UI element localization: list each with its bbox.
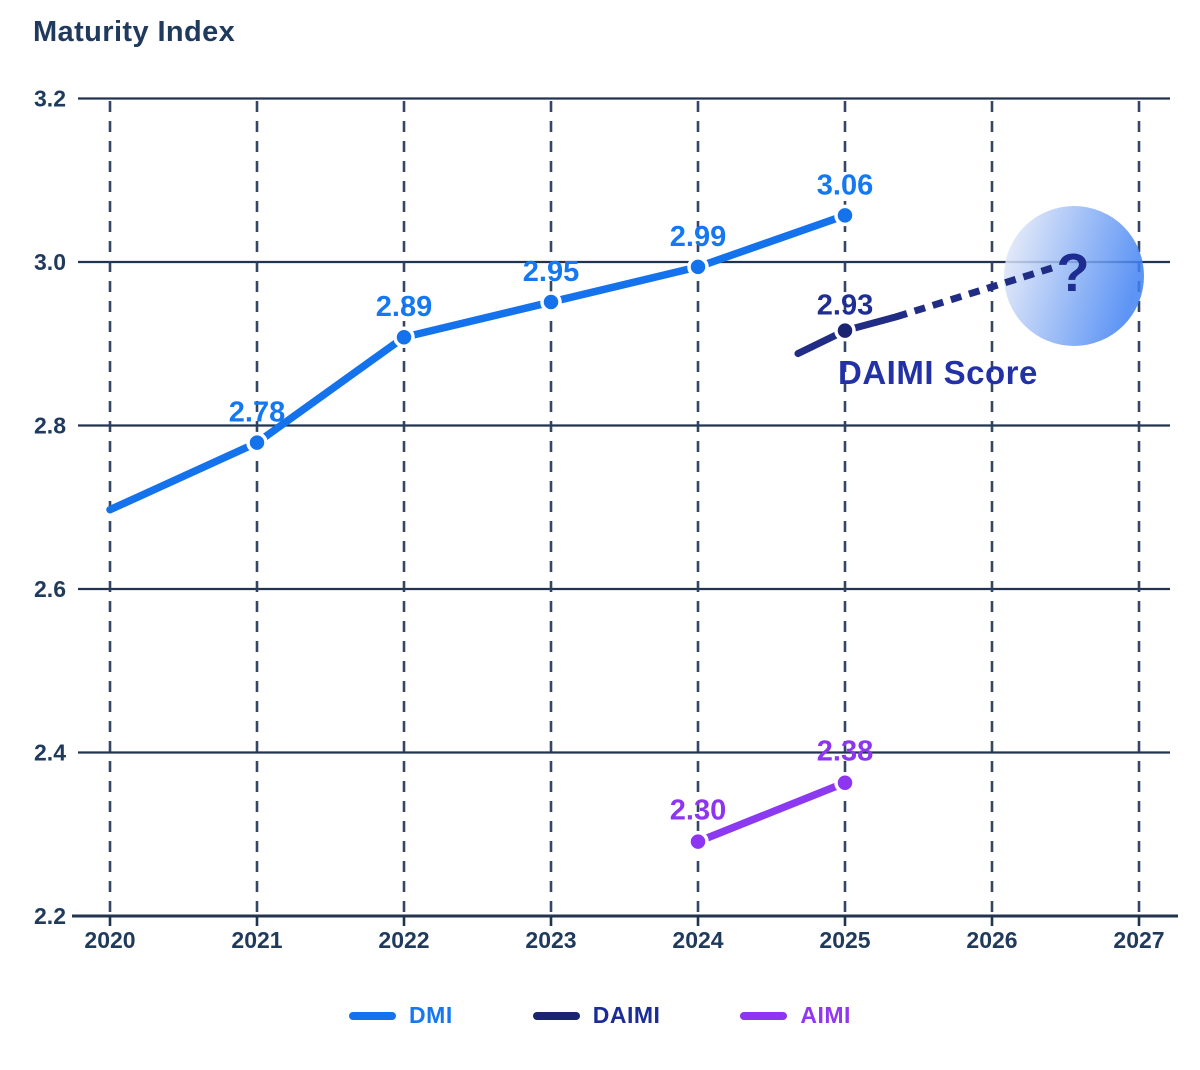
data-point-marker xyxy=(246,431,268,454)
y-tick-label: 2.2 xyxy=(34,903,66,929)
daimi-projection-dashed xyxy=(895,262,1060,321)
data-point-marker xyxy=(393,326,415,348)
dmi-line-swatch-icon xyxy=(349,1011,397,1020)
dmi-line xyxy=(106,211,849,514)
legend-label-aimi: AIMI xyxy=(800,1002,851,1028)
grid-layer xyxy=(72,97,1178,926)
aimi-line xyxy=(694,778,849,846)
chart-title: Maturity Index xyxy=(33,16,236,48)
data-point-marker xyxy=(834,204,856,227)
data-point-label: 2.93 xyxy=(817,290,873,322)
data-point-label: 2.89 xyxy=(376,291,432,323)
legend-item-dmi[interactable]: DMI xyxy=(349,1002,453,1029)
legend-item-aimi[interactable]: AIMI xyxy=(740,1002,851,1029)
x-tick-label: 2024 xyxy=(672,927,723,953)
legend-label-dmi: DMI xyxy=(409,1002,453,1028)
daimi-line-swatch-icon xyxy=(532,1011,580,1020)
data-point-label: 3.06 xyxy=(817,169,873,201)
y-tick-label: 2.4 xyxy=(34,740,66,766)
legend-item-daimi[interactable]: DAIMI xyxy=(532,1002,661,1029)
legend-label-daimi: DAIMI xyxy=(592,1002,661,1028)
series-aimi: 2.30 2.38 xyxy=(670,736,873,853)
chart-legend: DMI DAIMI AIMI xyxy=(0,1002,1200,1029)
data-point-label: 2.38 xyxy=(817,736,873,768)
chart-plot-area: 3.2 3.0 2.8 2.6 2.4 2.2 2020 2021 2022 2023 2024 20… xyxy=(34,86,1178,953)
x-tick-label: 2026 xyxy=(966,927,1017,953)
x-tick-label: 2027 xyxy=(1113,927,1164,953)
x-tick-label: 2022 xyxy=(378,927,429,953)
y-tick-label: 2.8 xyxy=(34,413,66,439)
data-point-label: 2.95 xyxy=(523,256,579,288)
y-tick-label: 2.6 xyxy=(34,576,66,602)
future-bubble xyxy=(1004,206,1144,346)
series-daimi: 2.93 xyxy=(794,262,1060,358)
series-dmi: 2.78 2.89 2.95 2.99 3.06 xyxy=(106,169,873,514)
data-point-marker xyxy=(540,291,562,313)
y-tick-label: 3.0 xyxy=(34,249,66,275)
future-question-mark: ? xyxy=(1057,243,1090,303)
data-point-label: 2.30 xyxy=(670,795,726,827)
x-tick-label: 2023 xyxy=(525,927,576,953)
aimi-line-swatch-icon xyxy=(740,1011,788,1020)
data-point-label: 2.99 xyxy=(670,221,726,253)
x-tick-label: 2021 xyxy=(231,927,282,953)
data-point-marker xyxy=(834,319,856,342)
data-point-marker xyxy=(834,771,856,794)
x-tick-label: 2020 xyxy=(84,927,135,953)
y-tick-label: 3.2 xyxy=(34,86,66,112)
x-tick-label: 2025 xyxy=(819,927,870,953)
data-point-label: 2.78 xyxy=(229,397,285,429)
data-point-marker xyxy=(687,830,709,853)
daimi-score-annotation: DAIMI Score xyxy=(838,354,1038,391)
data-point-marker xyxy=(687,256,709,278)
